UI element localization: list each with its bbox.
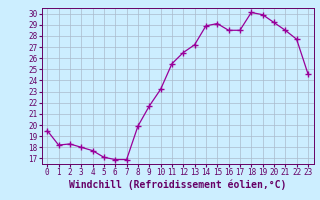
X-axis label: Windchill (Refroidissement éolien,°C): Windchill (Refroidissement éolien,°C) [69, 180, 286, 190]
